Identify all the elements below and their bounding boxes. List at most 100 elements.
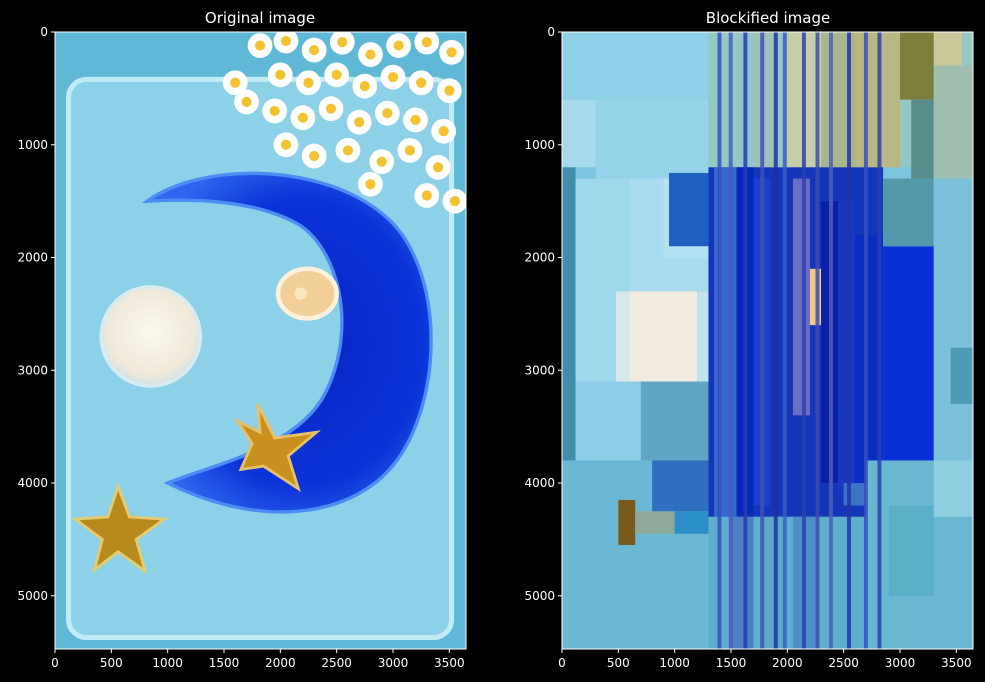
axes-frame xyxy=(561,31,974,650)
x-tick-label: 3000 xyxy=(378,656,409,670)
tealight-wick xyxy=(294,287,307,300)
color-block xyxy=(792,178,810,416)
color-stripe xyxy=(829,32,833,649)
x-tick-label: 2000 xyxy=(265,656,296,670)
x-tick-label: 1000 xyxy=(659,656,690,670)
y-tick-label: 4000 xyxy=(17,476,48,490)
title-original: Original image xyxy=(205,9,315,27)
color-stripe xyxy=(877,32,882,649)
blockified-image xyxy=(562,32,973,649)
y-tick-label: 5000 xyxy=(524,589,555,603)
x-tick-label: 3500 xyxy=(941,656,972,670)
x-tick-label: 0 xyxy=(51,656,59,670)
y-tick-label: 1000 xyxy=(17,138,48,152)
x-tick-label: 2500 xyxy=(828,656,859,670)
color-block xyxy=(562,99,596,168)
flower-center xyxy=(421,37,432,48)
color-block xyxy=(595,99,709,179)
flower-center xyxy=(416,77,427,88)
axes-blockified: 0 500 1000 1500 2000 2500 3000 3500 0 1000 2000 300… xyxy=(524,25,974,670)
color-block xyxy=(950,347,973,405)
axes-frame xyxy=(54,31,467,650)
star-large xyxy=(71,482,169,575)
color-stripe xyxy=(760,32,765,649)
x-tick-label: 3000 xyxy=(885,656,916,670)
color-block xyxy=(883,246,934,461)
color-block xyxy=(933,65,973,179)
tealight-candle xyxy=(275,266,339,321)
color-block xyxy=(674,511,709,534)
original-image xyxy=(55,32,466,649)
flower-center xyxy=(331,69,342,80)
color-block xyxy=(838,201,855,495)
color-block xyxy=(753,32,777,168)
flower-center xyxy=(376,156,387,167)
flower-center xyxy=(365,49,376,60)
flower-center xyxy=(303,77,314,88)
color-block xyxy=(652,460,709,512)
color-block xyxy=(854,32,900,168)
flower-center xyxy=(444,85,455,96)
color-block xyxy=(618,499,636,546)
x-tick-label: 2500 xyxy=(321,656,352,670)
y-tick-label: 3000 xyxy=(17,363,48,377)
color-block xyxy=(764,516,782,649)
flower-center xyxy=(254,40,266,51)
color-block xyxy=(933,178,973,461)
flower-center xyxy=(280,35,292,47)
color-stripe xyxy=(801,32,806,649)
flower-center xyxy=(309,150,320,162)
color-stripe xyxy=(815,32,820,649)
x-tick-label: 0 xyxy=(558,656,566,670)
flower-center xyxy=(404,145,415,156)
y-tick-label: 0 xyxy=(547,25,555,39)
flower-center xyxy=(275,69,286,80)
flower-center xyxy=(432,162,444,173)
flower-center xyxy=(342,145,353,156)
color-stripe xyxy=(773,32,778,649)
y-tick-label: 3000 xyxy=(524,363,555,377)
flower-center xyxy=(269,105,280,117)
color-block xyxy=(575,381,641,461)
flower-center xyxy=(438,126,449,137)
flower-center xyxy=(297,112,308,123)
y-tick-label: 2000 xyxy=(17,251,48,265)
color-block xyxy=(899,32,934,100)
color-block xyxy=(640,381,709,461)
color-stripe xyxy=(863,32,868,649)
color-block xyxy=(888,505,934,596)
color-stripe xyxy=(743,32,748,649)
flower-center xyxy=(449,196,461,207)
color-block xyxy=(911,99,934,179)
flower-center xyxy=(325,103,337,114)
flower-center xyxy=(387,72,399,83)
x-tick-label: 500 xyxy=(607,656,630,670)
x-tick-label: 500 xyxy=(100,656,123,670)
y-tick-label: 1000 xyxy=(524,138,555,152)
x-tick-label: 2000 xyxy=(772,656,803,670)
panel-original: Original image xyxy=(17,9,467,670)
axes-original: 0 500 1000 1500 2000 2500 3000 3500 0 1000 2000 300… xyxy=(17,25,467,670)
color-block xyxy=(933,32,962,66)
color-stripe xyxy=(847,32,851,649)
color-block xyxy=(669,172,709,247)
flower-center xyxy=(280,139,292,150)
color-block xyxy=(635,511,675,534)
flower-center xyxy=(410,114,421,126)
x-tick-label: 3500 xyxy=(434,656,465,670)
flower-center xyxy=(241,96,252,107)
flower-center xyxy=(354,117,365,128)
title-blockified: Blockified image xyxy=(706,9,830,27)
color-block xyxy=(562,32,709,100)
flower-center xyxy=(382,108,393,119)
chamomile-flowers xyxy=(222,32,466,214)
panel-blockified: Blockified image 0 500 1000 1500 2000 2500 300… xyxy=(524,9,974,670)
x-tick-label: 1500 xyxy=(716,656,747,670)
star-small xyxy=(233,403,322,492)
color-block xyxy=(933,460,973,517)
flower-center xyxy=(309,44,320,56)
y-tick-label: 4000 xyxy=(524,476,555,490)
color-stripe xyxy=(717,32,722,649)
color-stripe xyxy=(782,32,787,649)
